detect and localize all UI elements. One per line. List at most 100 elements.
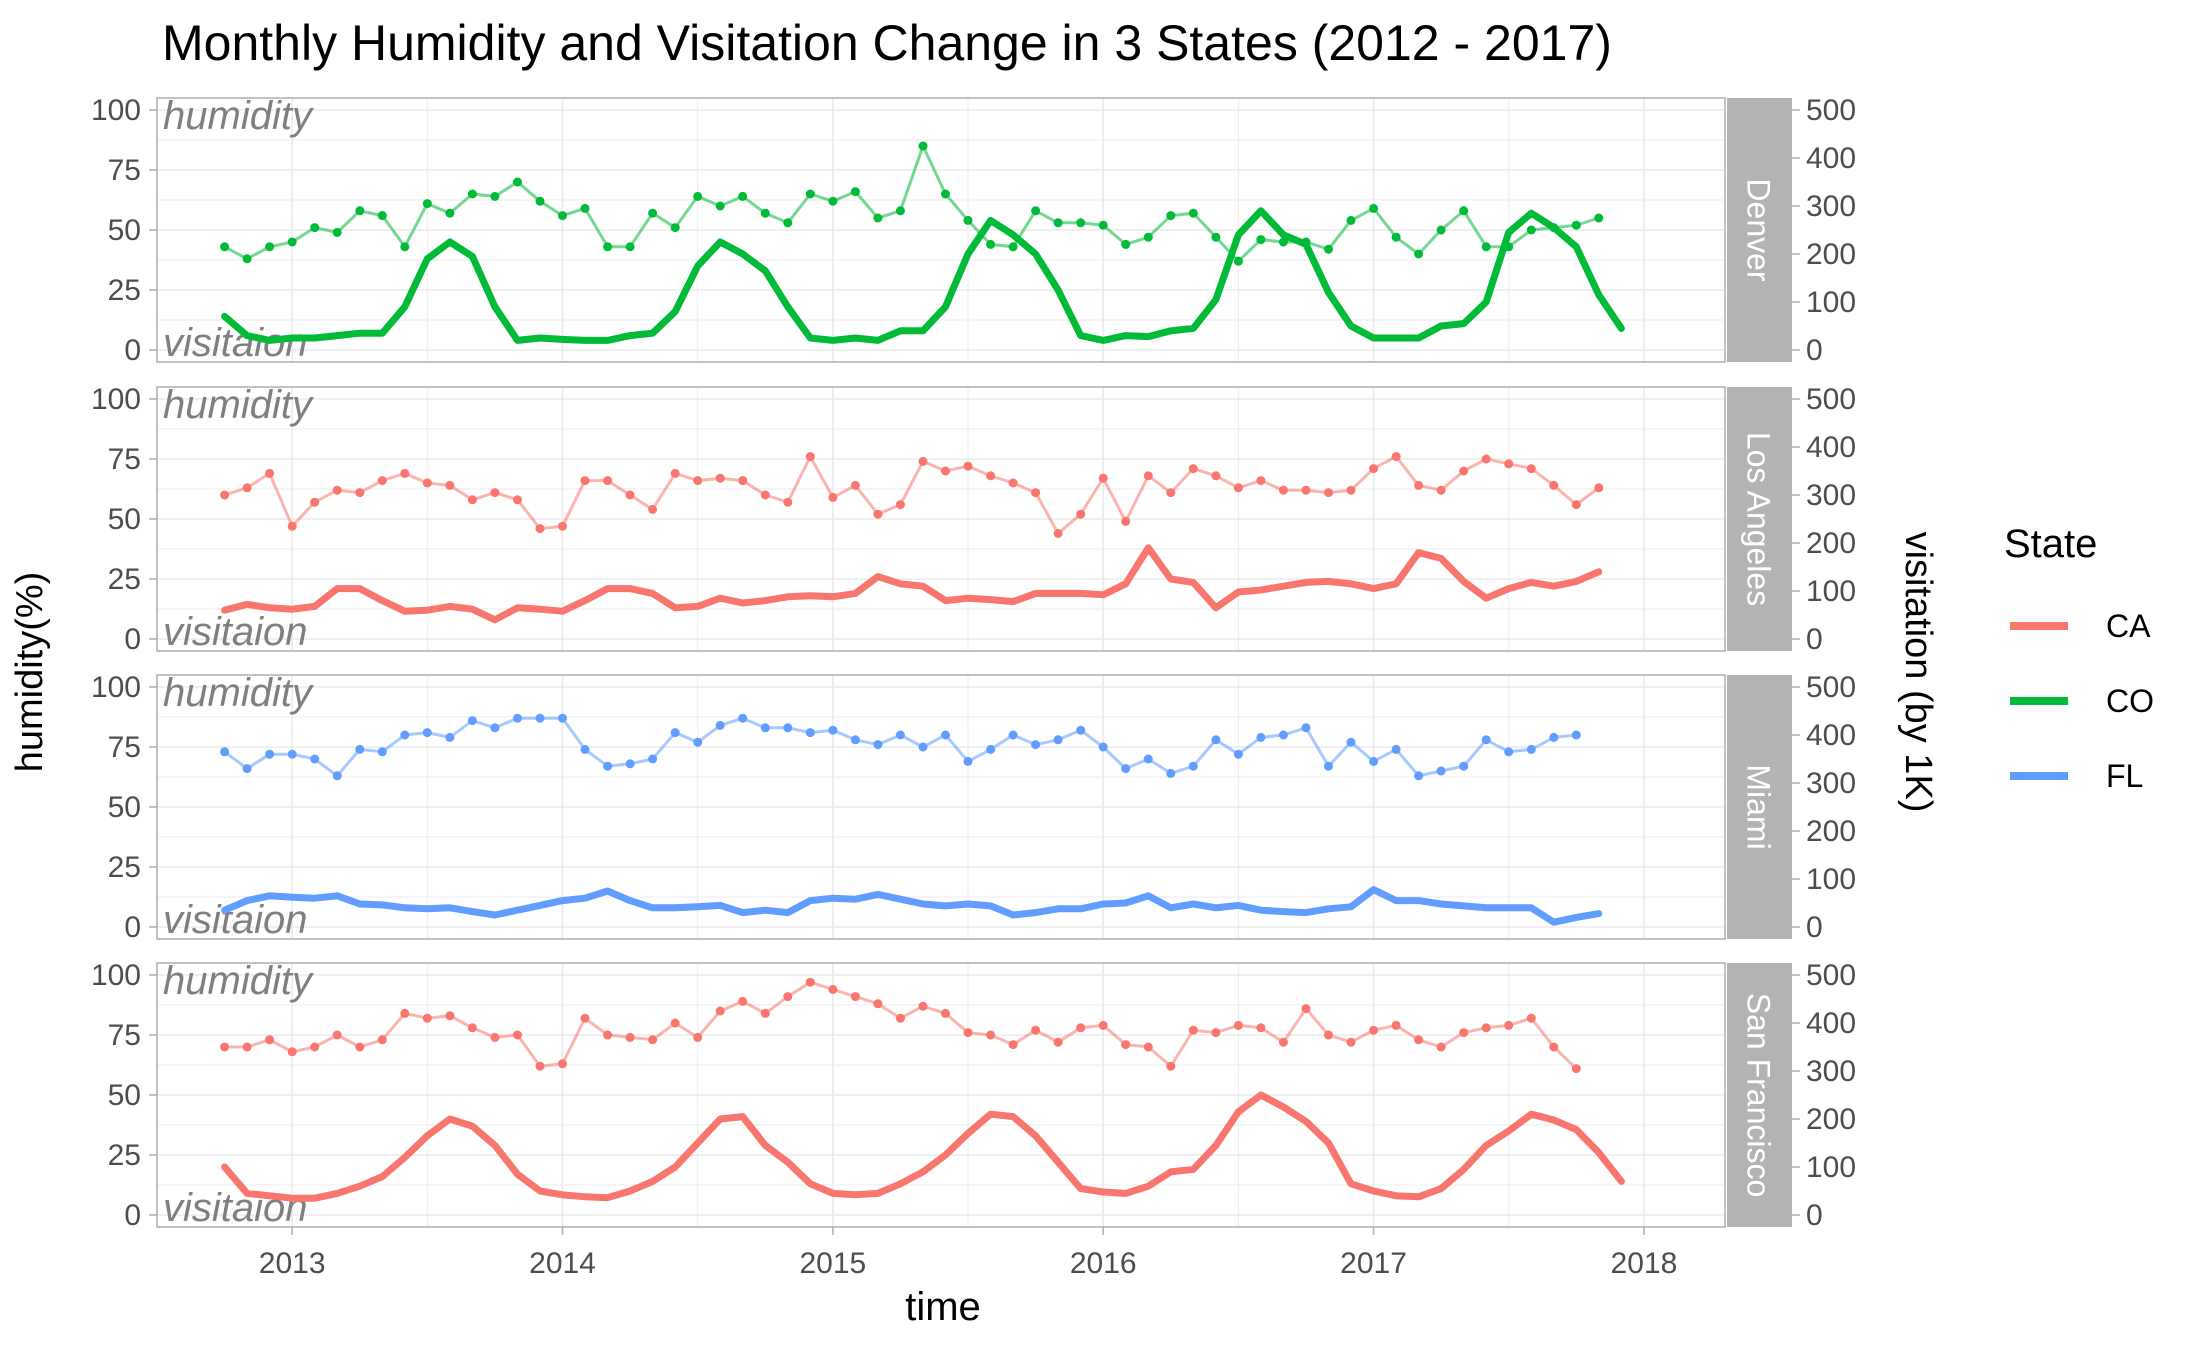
- humidity-point: [558, 713, 567, 723]
- facet-strip: [1727, 98, 1792, 362]
- humidity-point: [850, 992, 860, 1002]
- y-right-tick-label: 400: [1806, 1007, 1856, 1040]
- y-left-tick-label: 25: [108, 563, 141, 596]
- y-right-tick-label: 500: [1806, 671, 1856, 704]
- y-right-tick-label: 500: [1806, 959, 1856, 992]
- humidity-point: [1053, 528, 1063, 538]
- humidity-point: [1008, 478, 1018, 488]
- humidity-point: [1436, 225, 1446, 235]
- humidity-point: [265, 1035, 275, 1045]
- facet-label: Los Angeles: [1741, 432, 1777, 606]
- legend-title: State: [2004, 522, 2097, 566]
- humidity-point: [1121, 1040, 1131, 1050]
- visitation-line: [221, 1091, 1625, 1202]
- humidity-point: [310, 223, 320, 233]
- humidity-point: [1301, 1004, 1311, 1014]
- facet-label: San Francisco: [1741, 993, 1777, 1198]
- humidity-point: [1076, 218, 1086, 228]
- humidity-point: [760, 723, 770, 733]
- y-left-tick-label: 100: [91, 383, 141, 416]
- humidity-point: [1233, 256, 1243, 266]
- y-axis-left-title: humidity(%): [9, 572, 51, 773]
- humidity-point: [1076, 725, 1086, 735]
- panel-los-angeles: Los Angeles 0 25 50 75 100 0 100 200 300 400 500 hum…: [91, 383, 1856, 656]
- humidity-point: [377, 1035, 387, 1045]
- humidity-point: [490, 488, 500, 498]
- y-right-tick-label: 100: [1806, 575, 1856, 608]
- humidity-point: [1031, 740, 1041, 750]
- humidity-point: [1346, 1037, 1356, 1047]
- humidity-point: [603, 476, 613, 486]
- x-tick-label: 2016: [1070, 1247, 1137, 1280]
- humidity-point: [1526, 225, 1536, 235]
- humidity-point: [850, 480, 860, 490]
- humidity-point: [1549, 1042, 1559, 1052]
- humidity-point: [355, 744, 365, 754]
- humidity-point: [1436, 766, 1446, 776]
- humidity-point: [1278, 485, 1288, 495]
- y-left-tick-label: 0: [124, 334, 141, 367]
- humidity-point: [1549, 732, 1559, 742]
- x-tick-label: 2014: [529, 1247, 596, 1280]
- humidity-point: [400, 242, 410, 252]
- humidity-point: [445, 480, 455, 490]
- humidity-point: [1233, 1020, 1243, 1030]
- humidity-point: [535, 713, 545, 723]
- annotation-humidity: humidity: [163, 959, 315, 1003]
- y-left-tick-label: 75: [108, 731, 141, 764]
- annotation-humidity: humidity: [163, 671, 315, 715]
- y-left-tick-label: 100: [91, 671, 141, 704]
- humidity-point: [963, 1028, 973, 1038]
- humidity-point: [941, 466, 950, 476]
- humidity-point: [1188, 208, 1198, 218]
- humidity-point: [625, 1032, 635, 1042]
- humidity-point: [467, 495, 477, 505]
- humidity-point: [1391, 232, 1401, 242]
- humidity-point: [1256, 235, 1266, 245]
- humidity-point: [986, 1030, 996, 1040]
- visitation-line: [221, 207, 1625, 344]
- y-right-tick-label: 100: [1806, 286, 1856, 319]
- humidity-point: [580, 203, 590, 213]
- y-right-tick-label: 300: [1806, 479, 1856, 512]
- y-right-tick-label: 200: [1806, 815, 1856, 848]
- humidity-point: [603, 761, 613, 771]
- humidity-point: [1166, 488, 1176, 498]
- humidity-point: [1571, 220, 1581, 230]
- humidity-point: [1166, 768, 1176, 778]
- humidity-point: [1571, 1064, 1581, 1074]
- humidity-point: [265, 749, 275, 759]
- humidity-point: [1346, 737, 1356, 747]
- humidity-point: [1143, 1042, 1153, 1052]
- humidity-point: [535, 1061, 545, 1071]
- humidity-point: [963, 215, 973, 225]
- y-left-tick-label: 75: [108, 443, 141, 476]
- humidity-point: [580, 1013, 590, 1023]
- humidity-point: [625, 759, 635, 769]
- humidity-point: [1053, 218, 1063, 228]
- humidity-point: [670, 468, 680, 478]
- humidity-point: [1233, 749, 1243, 759]
- humidity-point: [310, 1042, 320, 1052]
- x-tick-label: 2013: [259, 1247, 326, 1280]
- humidity-point: [963, 756, 973, 766]
- humidity-point: [1278, 1037, 1288, 1047]
- y-right-tick-label: 0: [1806, 334, 1823, 367]
- humidity-point: [1324, 761, 1333, 771]
- humidity-point: [941, 730, 950, 740]
- annotation-humidity: humidity: [163, 383, 315, 427]
- humidity-point: [1594, 213, 1604, 223]
- humidity-point: [377, 747, 387, 757]
- panels-layer: Denver02550751000100200300400500humidity…: [91, 94, 1856, 1232]
- humidity-point: [693, 1032, 703, 1042]
- humidity-point: [377, 476, 387, 486]
- humidity-point: [1414, 771, 1424, 781]
- humidity-point: [513, 1030, 522, 1040]
- humidity-point: [1211, 232, 1221, 242]
- humidity-point: [332, 771, 342, 781]
- humidity-point: [1459, 761, 1469, 771]
- humidity-point: [287, 237, 297, 247]
- humidity-point: [467, 716, 477, 726]
- y-left-tick-label: 25: [108, 274, 141, 307]
